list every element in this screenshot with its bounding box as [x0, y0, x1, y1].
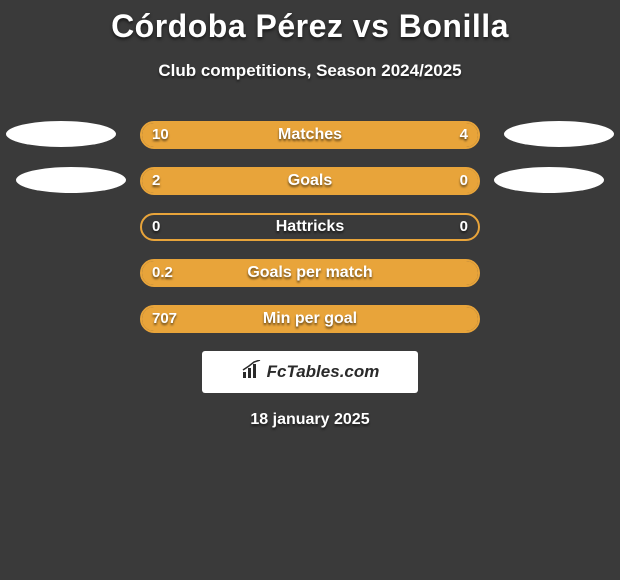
- bar-container: 0.2 Goals per match: [140, 259, 480, 287]
- bar-container: 2 Goals 0: [140, 167, 480, 195]
- bar-value-right: 0: [460, 169, 468, 193]
- comparison-area: 10 Matches 4 2 Goals 0 0 Hattricks 0 0.2…: [0, 121, 620, 333]
- bar-row-hattricks: 0 Hattricks 0: [0, 213, 620, 241]
- date-text: 18 january 2025: [0, 411, 620, 429]
- bar-label: Goals: [142, 169, 478, 193]
- page-title: Córdoba Pérez vs Bonilla: [0, 0, 620, 45]
- bar-container: 707 Min per goal: [140, 305, 480, 333]
- bar-value-right: 4: [460, 123, 468, 147]
- bar-container: 0 Hattricks 0: [140, 213, 480, 241]
- bar-label: Matches: [142, 123, 478, 147]
- bar-label: Goals per match: [142, 261, 478, 285]
- bar-row-goals-per-match: 0.2 Goals per match: [0, 259, 620, 287]
- bar-value-right: 0: [460, 215, 468, 239]
- bar-label: Min per goal: [142, 307, 478, 331]
- logo-box: FcTables.com: [202, 351, 418, 393]
- logo-text: FcTables.com: [267, 362, 380, 382]
- bar-container: 10 Matches 4: [140, 121, 480, 149]
- chart-icon: [241, 360, 263, 385]
- bar-row-matches: 10 Matches 4: [0, 121, 620, 149]
- bar-row-goals: 2 Goals 0: [0, 167, 620, 195]
- bar-row-min-per-goal: 707 Min per goal: [0, 305, 620, 333]
- subtitle: Club competitions, Season 2024/2025: [0, 61, 620, 81]
- bar-label: Hattricks: [142, 215, 478, 239]
